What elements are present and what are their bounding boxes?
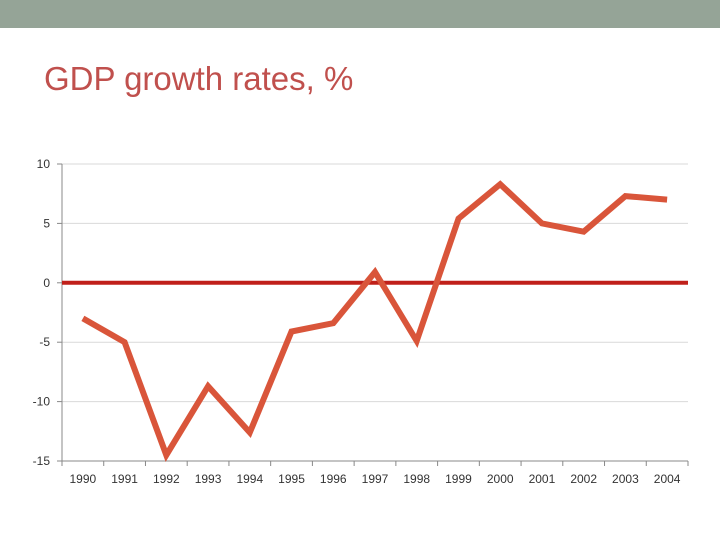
x-tick-label: 2004 — [654, 472, 681, 486]
x-tick-label: 1992 — [153, 472, 180, 486]
y-tick-label: -10 — [33, 395, 51, 409]
y-tick-label: 10 — [37, 157, 51, 171]
x-tick-label: 1991 — [111, 472, 138, 486]
x-tick-label: 1996 — [320, 472, 347, 486]
x-tick-label: 1999 — [445, 472, 472, 486]
y-tick-label: 0 — [43, 276, 50, 290]
series-line — [81, 180, 668, 462]
x-tick-label: 1994 — [236, 472, 263, 486]
x-tick-label: 2002 — [570, 472, 597, 486]
x-tick-label: 1998 — [403, 472, 430, 486]
y-tick-label: -15 — [33, 454, 51, 468]
y-axis: 10 5 0 -5 -10 -15 — [33, 157, 63, 468]
top-bar — [0, 0, 720, 28]
x-tick-label: 1995 — [278, 472, 305, 486]
series-group — [81, 180, 668, 462]
x-tick-label: 1997 — [362, 472, 389, 486]
y-tick-label: 5 — [43, 216, 50, 230]
x-axis: 1990 1991 1992 1993 1994 1995 1996 1997 1998 1999… — [61, 460, 689, 486]
x-tick-label: 2003 — [612, 472, 639, 486]
x-tick-label: 2000 — [487, 472, 514, 486]
x-tick-label: 2001 — [529, 472, 556, 486]
gridlines — [62, 163, 688, 462]
slide-title: GDP growth rates, % — [44, 60, 354, 97]
y-tick-label: -5 — [39, 335, 50, 349]
x-tick-label: 1990 — [70, 472, 97, 486]
x-tick-label: 1993 — [195, 472, 222, 486]
